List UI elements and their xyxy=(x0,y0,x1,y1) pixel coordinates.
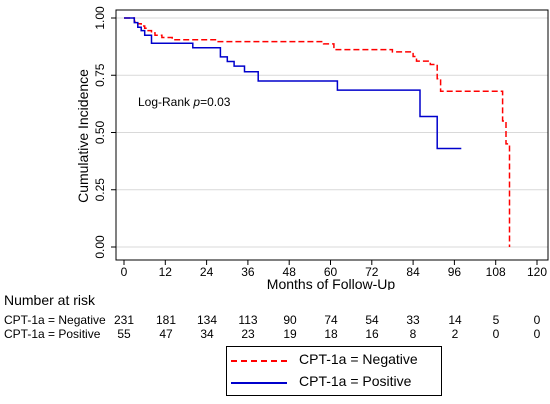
risk-cell: 54 xyxy=(365,313,379,327)
risk-cell: 47 xyxy=(159,327,173,341)
y-tick-label: 1.00 xyxy=(93,6,107,30)
legend-item-negative: CPT-1a = Negative xyxy=(227,349,441,371)
risk-cell: 19 xyxy=(283,327,297,341)
y-tick-label: 0.75 xyxy=(93,63,107,87)
x-tick-label: 36 xyxy=(241,265,255,279)
y-tick-label: 0.00 xyxy=(93,235,107,259)
risk-cell: 2 xyxy=(451,327,459,341)
x-tick-label: 48 xyxy=(283,265,297,279)
legend-label-positive: CPT-1a = Positive xyxy=(299,373,412,389)
risk-cell: 33 xyxy=(406,313,420,327)
y-tick-label: 0.50 xyxy=(93,120,107,144)
risk-cell: 14 xyxy=(448,313,462,327)
y-tick-label: 0.25 xyxy=(93,178,107,202)
legend-swatch-positive xyxy=(231,382,287,384)
risk-cell: 0 xyxy=(533,327,541,341)
legend-item-positive: CPT-1a = Positive xyxy=(227,371,441,393)
x-tick-label: 72 xyxy=(365,265,379,279)
series-line-positive xyxy=(124,17,462,150)
risk-cell: 0 xyxy=(492,327,500,341)
risk-table-title: Number at risk xyxy=(4,292,96,308)
plot-frame xyxy=(115,9,549,261)
risk-cell: 74 xyxy=(324,313,338,327)
x-tick-label: 60 xyxy=(324,265,338,279)
risk-cell: 8 xyxy=(409,327,417,341)
logrank-annotation: Log-Rank p=0.03 xyxy=(138,95,231,109)
risk-row-positive: CPT-1a = Positive 55 47 34 23 19 18 16 8… xyxy=(0,327,550,343)
risk-cell: 5 xyxy=(492,313,500,327)
risk-cell: 34 xyxy=(200,327,214,341)
series-line-negative xyxy=(124,17,511,247)
legend-label-negative: CPT-1a = Negative xyxy=(299,351,418,367)
risk-cell: 0 xyxy=(533,313,541,327)
logrank-p-symbol: p xyxy=(192,95,200,109)
series-lines xyxy=(124,17,511,247)
x-tick-label: 108 xyxy=(486,265,506,279)
y-axis-label: Cumulative Incidence xyxy=(75,69,91,203)
x-axis-label: Months of Follow-Up xyxy=(267,276,396,290)
risk-row-label: CPT-1a = Negative xyxy=(4,313,106,327)
risk-cell: 23 xyxy=(241,327,255,341)
x-tick-label: 96 xyxy=(448,265,462,279)
risk-row-label: CPT-1a = Positive xyxy=(4,327,101,341)
logrank-value: =0.03 xyxy=(200,95,231,109)
logrank-prefix: Log-Rank xyxy=(138,95,193,109)
risk-cell: 134 xyxy=(196,313,218,327)
chart-area: 0.00 0.25 0.50 0.75 1.00 0 12 24 36 48 60 72 84 96 10… xyxy=(75,6,549,290)
risk-cell: 113 xyxy=(238,313,258,327)
x-tick-label: 12 xyxy=(159,265,173,279)
x-tick-label: 84 xyxy=(406,265,420,279)
legend: CPT-1a = Negative CPT-1a = Positive xyxy=(226,346,442,396)
risk-row-negative: CPT-1a = Negative 231 181 134 113 90 74 … xyxy=(0,313,550,329)
x-tick-label: 120 xyxy=(527,265,547,279)
risk-cell: 231 xyxy=(113,313,135,327)
legend-swatch-negative xyxy=(231,360,287,362)
risk-cell: 181 xyxy=(155,313,177,327)
risk-cell: 16 xyxy=(365,327,379,341)
risk-cell: 18 xyxy=(324,327,338,341)
risk-cell: 55 xyxy=(117,327,131,341)
grid-lines xyxy=(116,17,548,248)
risk-cell: 90 xyxy=(283,313,297,327)
x-tick-label: 24 xyxy=(200,265,214,279)
x-tick-label: 0 xyxy=(121,265,128,279)
x-axis: 0 12 24 36 48 60 72 84 96 108 120 xyxy=(121,260,547,279)
y-axis: 0.00 0.25 0.50 0.75 1.00 xyxy=(93,6,116,259)
